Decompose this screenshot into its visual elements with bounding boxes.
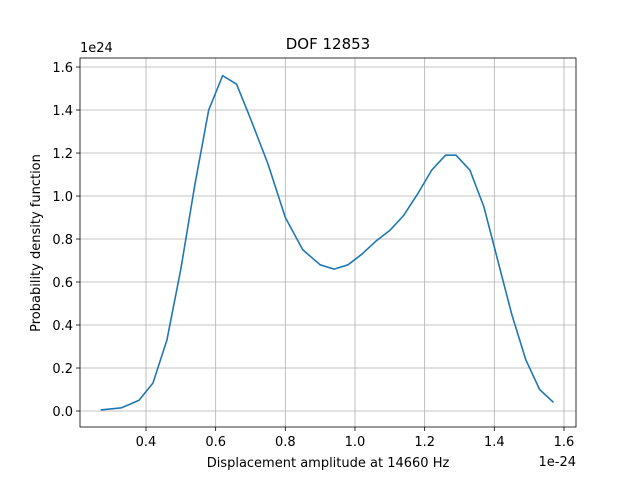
y-tick-label: 1.4 bbox=[52, 104, 73, 119]
x-offset-label: 1e-24 bbox=[538, 455, 576, 470]
x-axis-label: Displacement amplitude at 14660 Hz bbox=[207, 456, 450, 471]
x-tick-label: 1.6 bbox=[554, 435, 575, 450]
x-tick-label: 1.4 bbox=[484, 435, 505, 450]
chart-title: DOF 12853 bbox=[286, 35, 370, 53]
y-tick-label: 1.6 bbox=[52, 61, 73, 76]
y-offset-label: 1e24 bbox=[80, 41, 113, 56]
x-tick-label: 0.4 bbox=[136, 435, 157, 450]
data-line bbox=[100, 74, 555, 411]
y-tick-label: 0.6 bbox=[52, 276, 73, 291]
y-tick-label: 1.0 bbox=[52, 190, 73, 205]
y-tick-label: 0.2 bbox=[52, 362, 73, 377]
x-tick-label: 1.2 bbox=[414, 435, 435, 450]
x-tick-label: 1.0 bbox=[345, 435, 366, 450]
x-tick-label: 0.6 bbox=[205, 435, 226, 450]
y-tick-label: 1.2 bbox=[52, 147, 73, 162]
y-axis-label: Probability density function bbox=[29, 154, 44, 332]
plot-frame bbox=[79, 57, 577, 428]
y-tick-label: 0.8 bbox=[52, 233, 73, 248]
x-tick-label: 0.8 bbox=[275, 435, 296, 450]
y-tick-label: 0.0 bbox=[52, 405, 73, 420]
y-tick-label: 0.4 bbox=[52, 319, 73, 334]
